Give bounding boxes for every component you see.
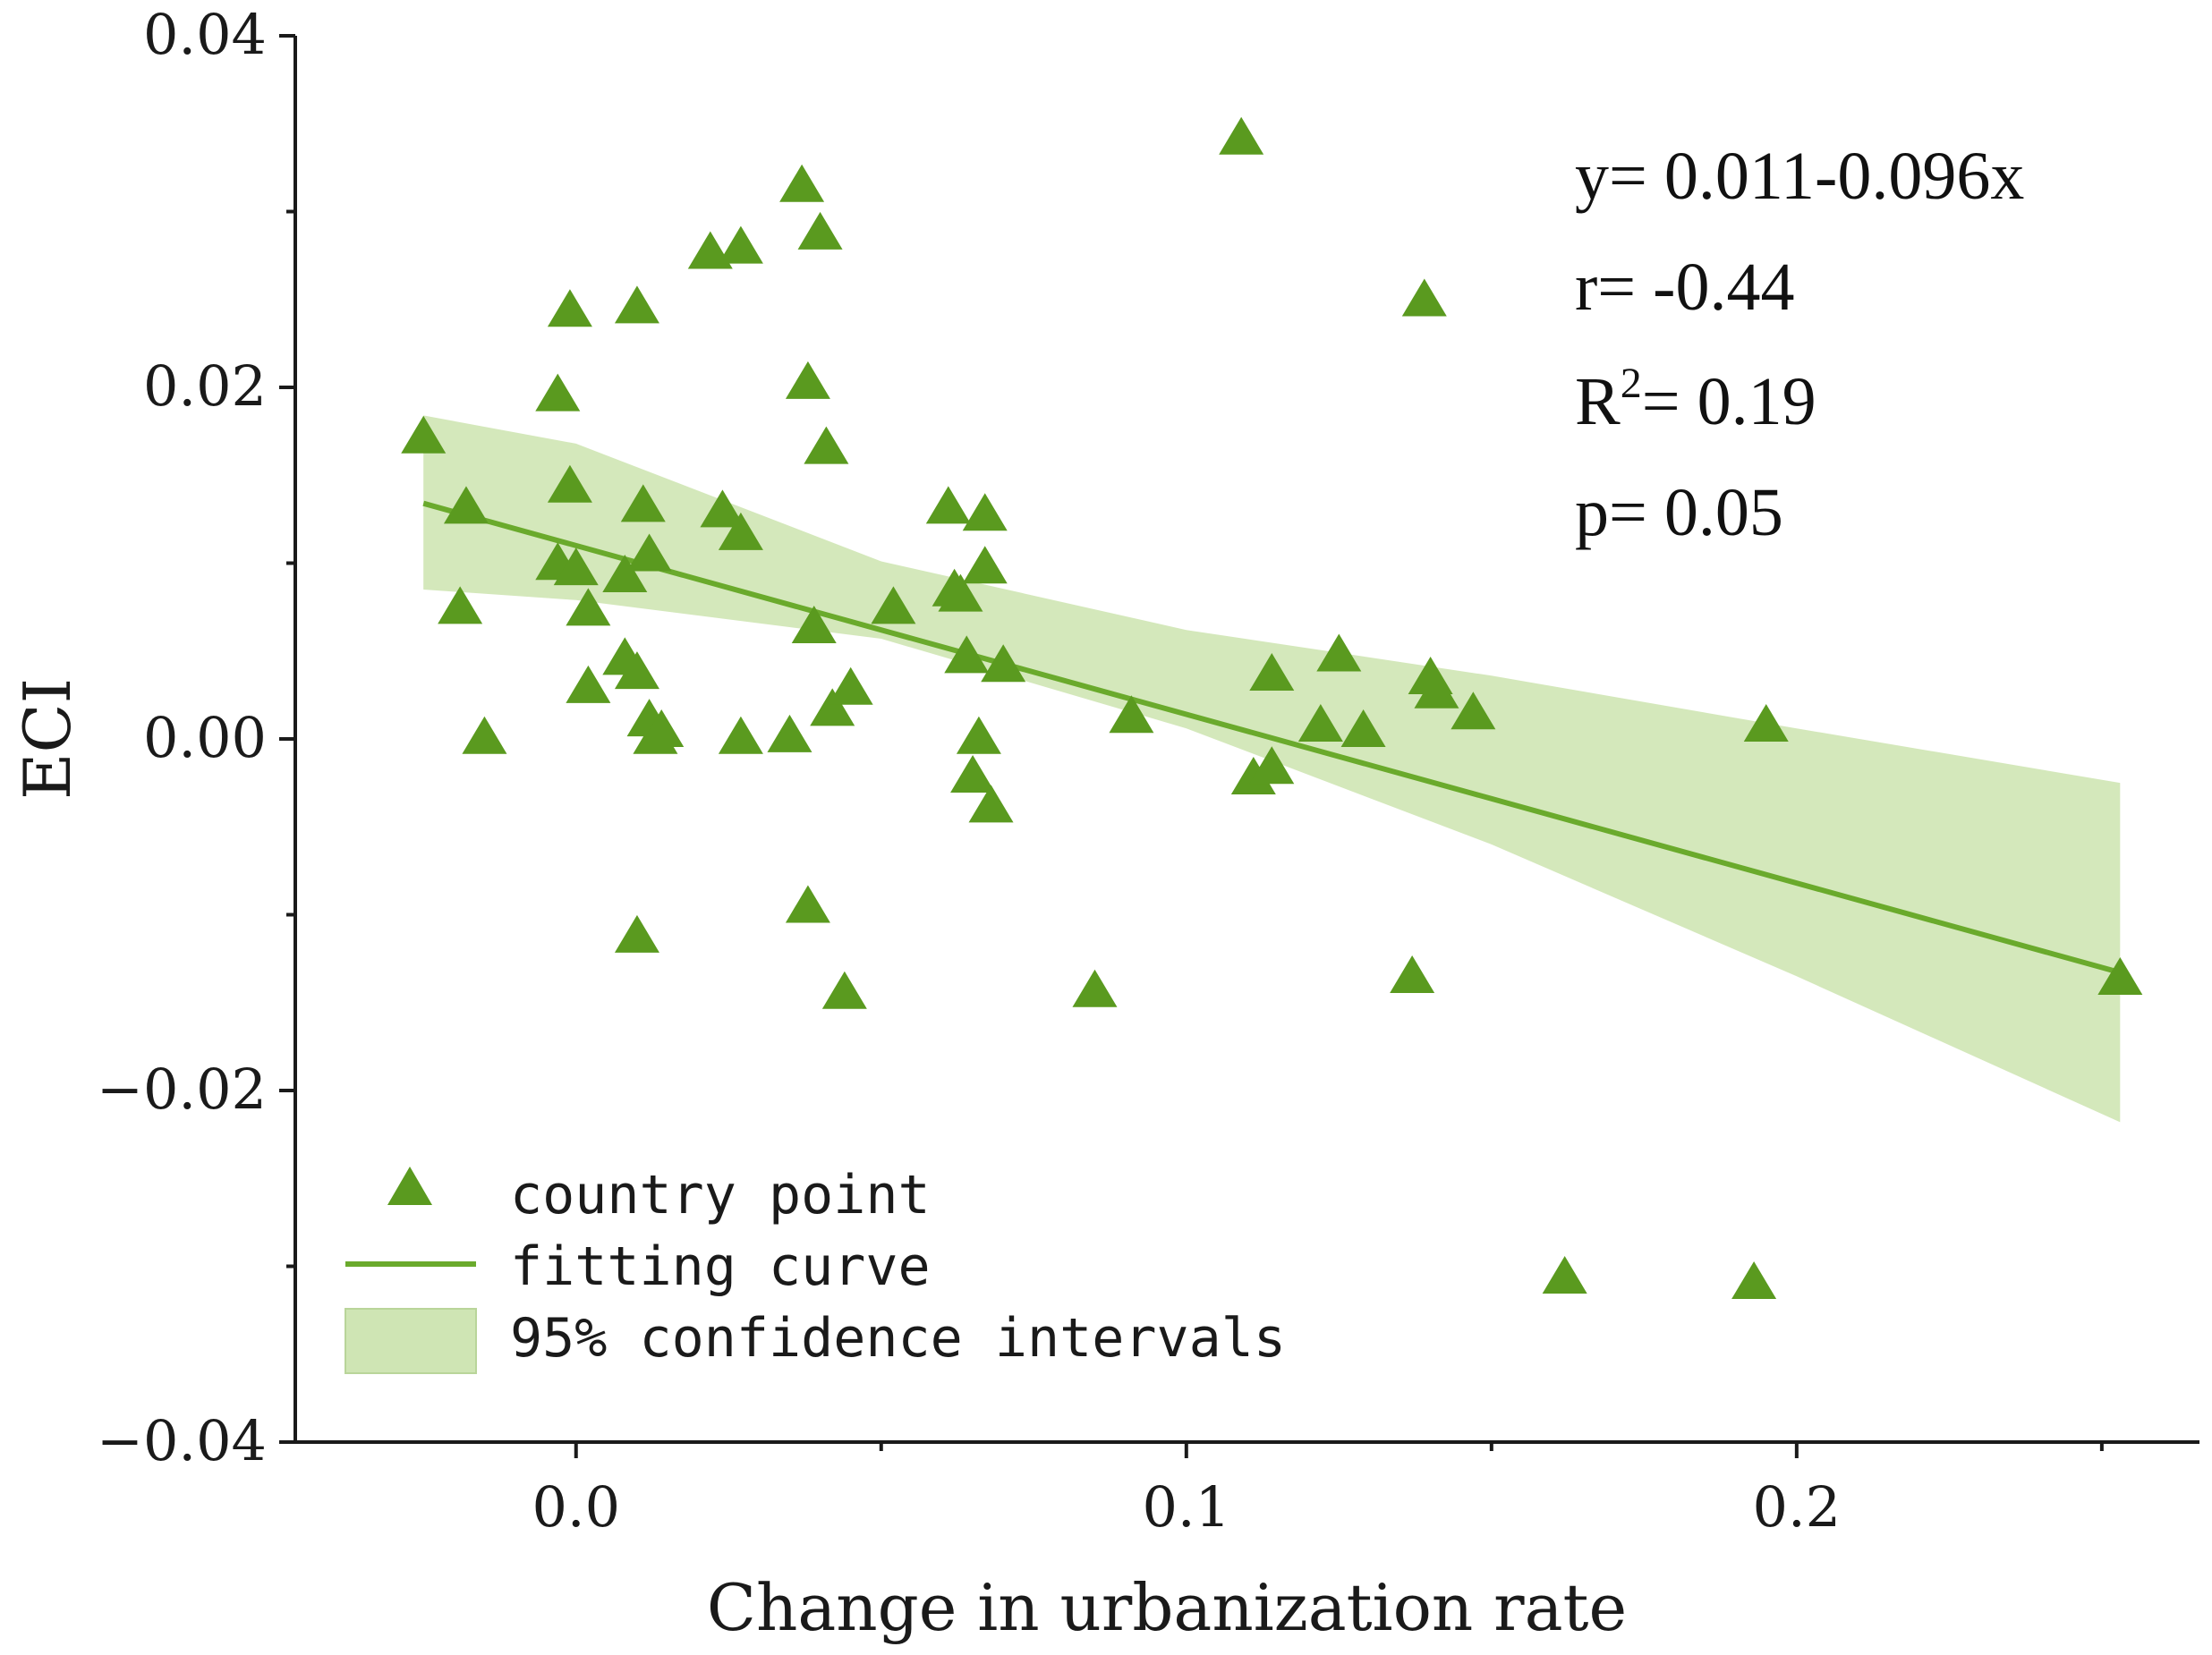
data-point	[925, 486, 971, 524]
data-point	[1072, 969, 1118, 1007]
data-point	[614, 914, 659, 953]
data-point	[956, 716, 1001, 754]
data-point	[535, 373, 581, 412]
data-point	[401, 415, 447, 454]
data-point	[438, 586, 483, 624]
data-point	[767, 714, 812, 752]
data-point	[938, 573, 983, 612]
data-point	[602, 555, 648, 593]
legend: country point fitting curve 95% confiden…	[345, 1164, 1286, 1374]
data-point	[1451, 692, 1496, 730]
p-label: p= 0.05	[1575, 475, 1783, 550]
r-squared-value: = 0.19	[1642, 364, 1816, 439]
data-point	[1109, 695, 1154, 734]
legend-band-icon	[345, 1308, 477, 1374]
r-label: r= -0.44	[1575, 250, 1794, 325]
confidence-band	[423, 415, 2121, 1123]
data-point	[981, 644, 1026, 683]
r-squared-superscript: 2	[1621, 360, 1642, 407]
fit-line	[422, 500, 2122, 976]
data-point	[1297, 704, 1343, 743]
legend-label-points: country point	[510, 1164, 931, 1226]
data-point	[1230, 756, 1276, 794]
y-tick-label: 0.00	[143, 705, 267, 770]
data-point	[821, 971, 867, 1009]
data-point	[1390, 955, 1435, 994]
data-points-layer	[401, 116, 2143, 1299]
r-squared-prefix: R	[1575, 364, 1621, 439]
x-axis-title: Change in urbanization rate	[707, 1570, 1627, 1645]
x-tick-label: 0.2	[1753, 1474, 1842, 1540]
legend-label-fit: fitting curve	[510, 1235, 931, 1298]
data-point	[962, 493, 1008, 531]
data-point	[614, 285, 659, 324]
x-tick-label: 0.0	[532, 1474, 620, 1540]
legend-label-band: 95% confidence intervals	[510, 1307, 1286, 1370]
data-point	[1316, 633, 1362, 672]
data-point	[566, 665, 611, 703]
data-point	[962, 546, 1008, 584]
data-point	[547, 289, 592, 327]
data-point	[871, 586, 916, 624]
equation-label: y= 0.011-0.096x	[1575, 139, 2024, 214]
data-point	[443, 486, 489, 524]
ticks-layer: −0.04 −0.02 0.00 0.02 0.04 0.0 0.1 0.2	[97, 2, 2104, 1540]
data-point	[1340, 709, 1386, 747]
data-point	[547, 464, 592, 503]
data-point	[718, 512, 763, 550]
data-point	[797, 211, 843, 250]
data-point	[785, 885, 830, 923]
data-point	[1401, 278, 1447, 317]
data-point	[614, 651, 659, 690]
data-point	[700, 489, 745, 528]
data-point	[1249, 746, 1295, 785]
data-point	[804, 426, 849, 464]
data-point	[1219, 116, 1264, 155]
data-point	[779, 164, 825, 202]
data-point	[950, 755, 996, 794]
confidence-band-layer	[423, 415, 2121, 1123]
data-point	[828, 666, 873, 705]
data-point	[566, 588, 611, 626]
data-point	[620, 484, 666, 522]
data-point	[1249, 653, 1295, 692]
y-tick-label: −0.04	[97, 1408, 267, 1473]
data-point	[968, 785, 1014, 823]
data-point	[553, 547, 599, 586]
data-point	[639, 709, 685, 747]
legend-triangle-icon	[387, 1167, 432, 1205]
y-tick-label: −0.02	[97, 1057, 267, 1122]
data-point	[785, 361, 830, 399]
y-axis-title: ECI	[10, 678, 85, 800]
x-tick-label: 0.1	[1142, 1474, 1230, 1540]
data-point	[1542, 1256, 1587, 1294]
data-point	[810, 688, 855, 726]
data-point	[2097, 957, 2143, 996]
y-tick-label: 0.02	[143, 353, 267, 419]
data-point	[626, 533, 672, 572]
data-point	[1743, 704, 1789, 743]
data-point	[791, 606, 837, 644]
data-point	[718, 225, 763, 264]
y-tick-label: 0.04	[143, 2, 267, 67]
data-point	[718, 716, 763, 754]
regression-annotations: y= 0.011-0.096x r= -0.44 R2= 0.19 p= 0.0…	[1575, 139, 2024, 550]
data-point	[1414, 670, 1459, 709]
data-point	[462, 716, 507, 754]
r-squared-label: R2= 0.19	[1575, 360, 1816, 439]
fit-line-layer	[422, 500, 2122, 976]
data-point	[1731, 1260, 1777, 1299]
data-point	[944, 635, 990, 674]
